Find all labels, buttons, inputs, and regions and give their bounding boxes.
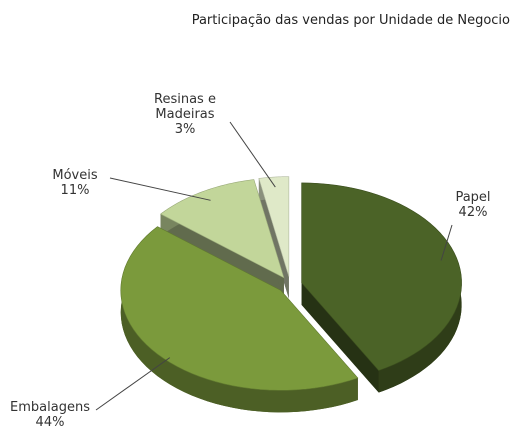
slice (258, 176, 290, 277)
data-label: Papel 42% (448, 190, 498, 220)
category-label: Embalagens (10, 400, 90, 415)
slice (160, 179, 285, 279)
data-label: Móveis 11% (40, 168, 110, 198)
category-label: Resinas e Madeiras (154, 92, 216, 122)
value-label: 44% (35, 415, 65, 430)
slice-face (301, 282, 379, 393)
data-label: Resinas e Madeiras 3% (140, 92, 230, 137)
chart-title: Participação das vendas por Unidade de N… (191, 13, 510, 28)
category-label: Papel (455, 190, 491, 205)
leader-line (440, 224, 453, 261)
category-label: Móveis (52, 168, 98, 183)
leader-line (95, 357, 171, 411)
value-label: 3% (174, 122, 196, 137)
value-label: 11% (60, 183, 90, 198)
leader-line (109, 177, 211, 201)
slice (301, 182, 462, 371)
leader-line (229, 121, 276, 188)
data-label: Embalagens 44% (5, 400, 95, 430)
slice (120, 226, 359, 391)
value-label: 42% (458, 205, 488, 220)
